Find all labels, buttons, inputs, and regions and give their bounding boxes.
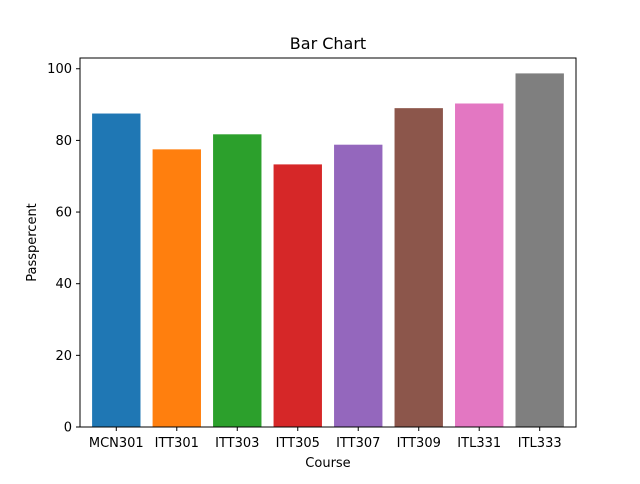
x-tick-label: ITT301	[155, 436, 199, 451]
x-axis: MCN301 ITT301 ITT303 ITT305 ITT307 ITT309 ITL3…	[89, 427, 562, 451]
x-tick-label: ITT303	[215, 436, 259, 451]
x-tick-label: MCN301	[89, 436, 144, 451]
bar-itt309	[394, 108, 443, 428]
bar-itt307	[334, 144, 383, 427]
bar-itt301	[152, 149, 201, 427]
bar-mcn301	[92, 113, 141, 428]
y-tick-label: 100	[47, 62, 72, 77]
chart-title: Bar Chart	[290, 34, 366, 53]
bar-itl331	[455, 103, 504, 428]
x-axis-label: Course	[305, 456, 350, 471]
y-tick-label: 40	[55, 277, 72, 292]
bar-itl333	[515, 73, 564, 428]
y-tick-label: 0	[64, 421, 72, 436]
bar-itt303	[213, 134, 262, 427]
x-tick-label: ITL331	[457, 436, 501, 451]
bars-layer	[92, 73, 564, 428]
y-tick-label: 80	[55, 134, 72, 149]
bar-itt305	[273, 164, 322, 427]
axes-frame	[79, 57, 577, 428]
x-tick-label: ITT305	[276, 436, 320, 451]
x-tick-label: ITT309	[397, 436, 441, 451]
x-tick-label: ITL333	[518, 436, 562, 451]
y-axis: 0 20 40 60 80 100	[47, 62, 80, 436]
y-axis-label: Passpercent	[25, 203, 40, 282]
y-tick-label: 20	[55, 349, 72, 364]
x-tick-label: ITT307	[336, 436, 380, 451]
y-tick-label: 60	[55, 206, 72, 221]
